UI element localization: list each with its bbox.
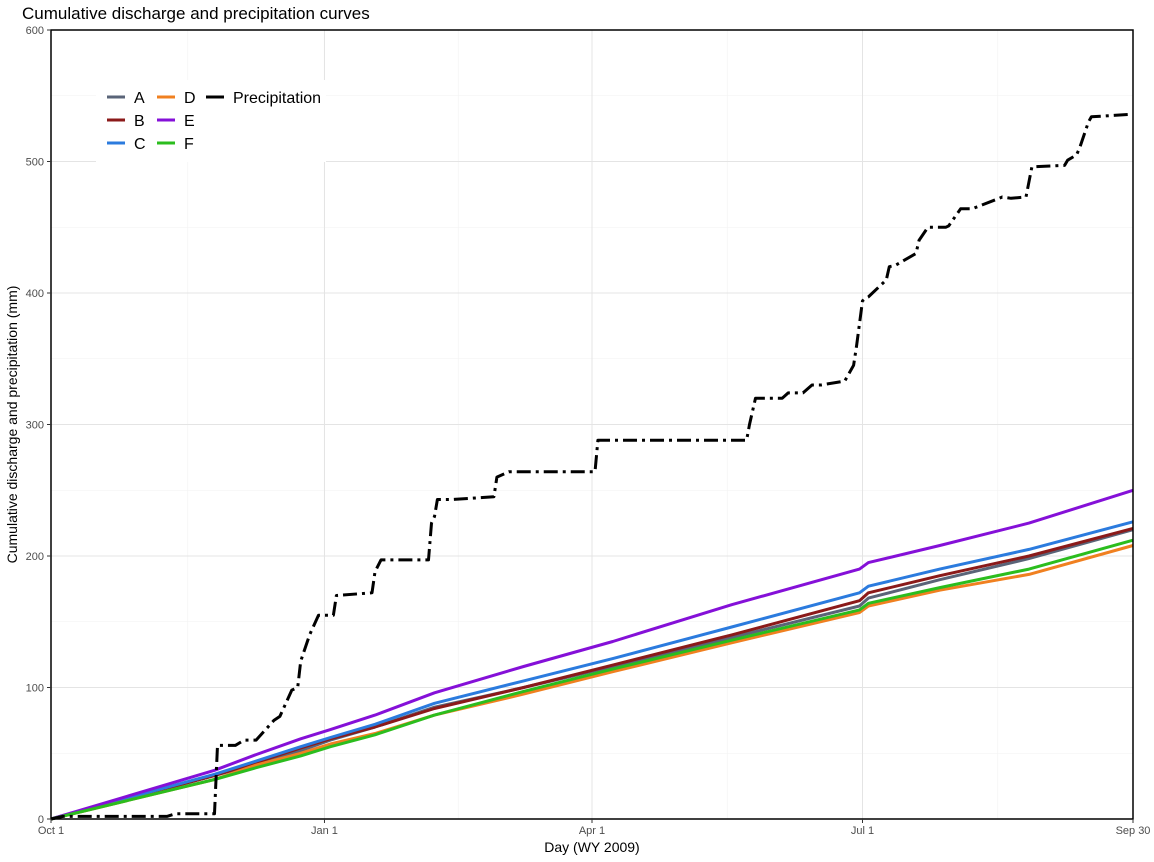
x-tick-label: Jul 1 bbox=[851, 825, 874, 837]
legend-label-b: B bbox=[134, 113, 145, 130]
tick-layer: 0 100 200 300 400 500 600 Oct 1 Jan 1 Apr 1 Jul 1 S… bbox=[26, 25, 1151, 837]
y-tick-label: 100 bbox=[26, 683, 44, 695]
y-tick-label: 400 bbox=[26, 288, 44, 300]
legend-label-f: F bbox=[184, 136, 194, 153]
x-tick-label: Sep 30 bbox=[1116, 825, 1151, 837]
legend-label-c: C bbox=[134, 136, 146, 153]
series-line-precipitation bbox=[50, 112, 1134, 821]
series-line-f bbox=[50, 538, 1134, 821]
legend: ABC DEF Precipitation bbox=[96, 80, 326, 162]
y-tick-label: 300 bbox=[26, 420, 44, 432]
series-line-c bbox=[50, 520, 1134, 821]
legend-background bbox=[96, 80, 326, 162]
series-layer bbox=[50, 112, 1134, 821]
x-tick-label: Apr 1 bbox=[579, 825, 605, 837]
x-tick-label: Oct 1 bbox=[38, 825, 64, 837]
y-tick-label: 600 bbox=[26, 25, 44, 37]
x-axis-label: Day (WY 2009) bbox=[544, 839, 639, 855]
x-tick-label: Jan 1 bbox=[311, 825, 338, 837]
chart-title: Cumulative discharge and precipitation c… bbox=[22, 4, 370, 23]
y-tick-label: 500 bbox=[26, 157, 44, 169]
series-line-d bbox=[50, 544, 1134, 821]
y-tick-label: 0 bbox=[38, 814, 44, 826]
y-tick-label: 200 bbox=[26, 551, 44, 563]
legend-label-e: E bbox=[184, 113, 195, 130]
legend-label-a: A bbox=[134, 90, 145, 107]
y-axis-label: Cumulative discharge and precipitation (… bbox=[4, 286, 20, 564]
legend-label-d: D bbox=[184, 90, 196, 107]
series-line-e bbox=[50, 488, 1134, 821]
legend-label-precipitation: Precipitation bbox=[233, 90, 321, 107]
